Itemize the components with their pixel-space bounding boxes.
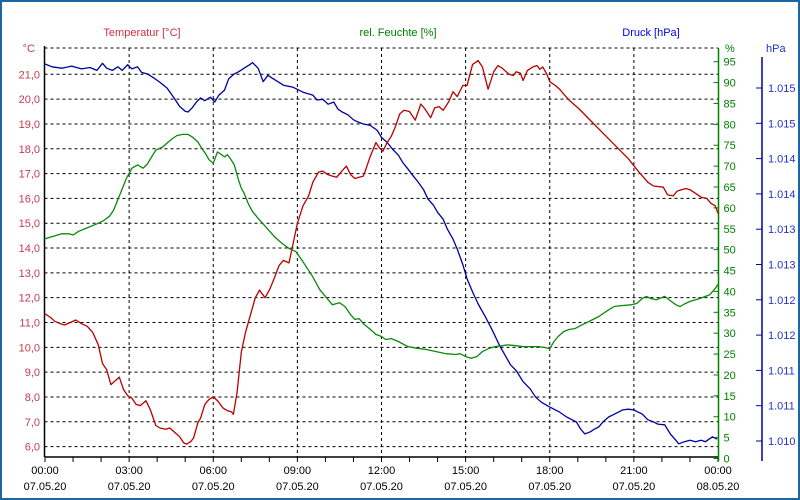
temp-axis-unit: °C <box>23 43 35 55</box>
pressure-tick-label: 1.010 <box>768 436 796 448</box>
series-label-pressure: Druck [hPa] <box>622 27 679 39</box>
x-time-label: 06:00 <box>199 465 227 477</box>
x-time-label: 18:00 <box>536 465 564 477</box>
humidity-curve <box>44 133 719 359</box>
humidity-tick-label: 40 <box>724 286 736 298</box>
humidity-tick-label: 25 <box>724 349 736 361</box>
pressure-tick-label: 1.013 <box>768 224 796 236</box>
temp-tick-label: 7,0 <box>25 417 40 429</box>
temp-tick-label: 9,0 <box>25 367 40 379</box>
humidity-tick-label: 20 <box>724 370 736 382</box>
temp-tick-label: 21,0 <box>19 69 40 81</box>
pressure-tick-label: 1.011 <box>768 365 795 377</box>
humidity-tick-label: 50 <box>724 245 736 257</box>
pressure-tick-label: 1.011 <box>768 401 795 413</box>
pressure-tick-label: 1.014 <box>768 189 796 201</box>
humidity-tick-label: 55 <box>724 224 736 236</box>
temp-tick-label: 6,0 <box>25 442 40 454</box>
pressure-tick-label: 1.012 <box>768 330 796 342</box>
temp-tick-label: 20,0 <box>19 94 40 106</box>
humidity-tick-label: 75 <box>724 140 736 152</box>
x-date-label: 07.05.20 <box>276 481 319 493</box>
humidity-tick-label: 35 <box>724 307 736 319</box>
x-date-label: 07.05.20 <box>528 481 571 493</box>
temp-tick-label: 16,0 <box>19 193 40 205</box>
pressure-tick-label: 1.014 <box>768 154 796 166</box>
temp-tick-label: 12,0 <box>19 293 40 305</box>
pressure-tick-label: 1.015 <box>768 83 796 95</box>
temp-tick-label: 13,0 <box>19 268 40 280</box>
humidity-tick-label: 80 <box>724 119 736 131</box>
x-date-label: 07.05.20 <box>444 481 487 493</box>
temp-tick-label: 19,0 <box>19 119 40 131</box>
x-date-label: 07.05.20 <box>612 481 655 493</box>
humidity-tick-label: 95 <box>724 57 736 69</box>
x-time-label: 15:00 <box>452 465 480 477</box>
x-time-label: 03:00 <box>115 465 143 477</box>
x-time-label: 12:00 <box>368 465 396 477</box>
temperature-curve <box>44 59 719 445</box>
humidity-tick-label: 15 <box>724 391 736 403</box>
temp-tick-label: 8,0 <box>25 392 40 404</box>
temp-tick-label: 14,0 <box>19 243 40 255</box>
x-time-label: 00:00 <box>31 465 59 477</box>
humidity-axis-unit: % <box>725 43 735 55</box>
humidity-tick-label: 90 <box>724 78 736 90</box>
humidity-tick-label: 5 <box>724 433 730 445</box>
pressure-axis-unit: hPa <box>766 43 786 55</box>
x-date-label: 07.05.20 <box>108 481 151 493</box>
series-label-temperature: Temperatur [°C] <box>103 27 180 39</box>
x-date-label: 07.05.20 <box>192 481 235 493</box>
x-date-label: 08.05.20 <box>697 481 740 493</box>
pressure-tick-label: 1.015 <box>768 118 796 130</box>
pressure-tick-label: 1.013 <box>768 260 796 272</box>
temp-tick-label: 18,0 <box>19 144 40 156</box>
temp-tick-label: 17,0 <box>19 169 40 181</box>
humidity-tick-label: 30 <box>724 328 736 340</box>
pressure-tick-label: 1.012 <box>768 295 796 307</box>
humidity-tick-label: 45 <box>724 266 736 278</box>
humidity-tick-label: 70 <box>724 161 736 173</box>
temp-tick-label: 15,0 <box>19 218 40 230</box>
humidity-tick-label: 60 <box>724 203 736 215</box>
x-date-label: 07.05.20 <box>24 481 67 493</box>
x-time-label: 21:00 <box>620 465 648 477</box>
temp-tick-label: 10,0 <box>19 342 40 354</box>
x-time-label: 00:00 <box>704 465 732 477</box>
x-date-label: 07.05.20 <box>360 481 403 493</box>
x-time-label: 09:00 <box>284 465 312 477</box>
temp-tick-label: 11,0 <box>19 318 40 330</box>
series-label-humidity: rel. Feuchte [%] <box>359 27 436 39</box>
humidity-tick-label: 65 <box>724 182 736 194</box>
humidity-tick-label: 0 <box>724 454 730 466</box>
humidity-tick-label: 85 <box>724 98 736 110</box>
pressure-curve <box>44 61 718 445</box>
humidity-tick-label: 10 <box>724 412 736 424</box>
